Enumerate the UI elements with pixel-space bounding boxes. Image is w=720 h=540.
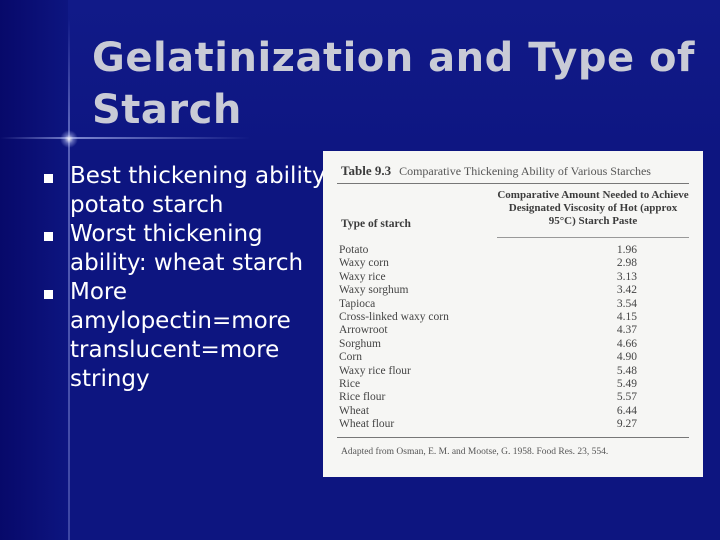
table-source-note: Adapted from Osman, E. M. and Mootse, G.… <box>341 447 609 457</box>
starch-name: Potato <box>339 244 369 256</box>
starch-name: Wheat flour <box>339 418 395 431</box>
table-rule-header <box>497 237 689 238</box>
table-title: Comparative Thickening Ability of Variou… <box>399 164 651 178</box>
starch-name: Wheat <box>339 404 370 417</box>
starch-name: Corn <box>339 351 362 364</box>
table-row: Waxy sorghum 3.42 <box>339 284 689 297</box>
table-row: Waxy rice flour 5.48 <box>339 365 689 378</box>
starch-name: Waxy sorghum <box>339 284 409 297</box>
starch-name: Waxy corn <box>339 257 389 270</box>
background-top <box>0 0 720 150</box>
table-body: Potato 1.96 Waxy corn 2.98 Waxy rice 3.13 W… <box>339 244 689 431</box>
starch-value: 5.48 <box>616 364 637 377</box>
bullet-text: More amylopectin=more translucent=more s… <box>70 279 291 392</box>
starch-value: 5.49 <box>616 377 637 390</box>
starch-value: 2.98 <box>616 257 637 270</box>
bullet-item: More amylopectin=more translucent=more s… <box>44 278 334 394</box>
table-row: Tapioca 3.54 <box>339 298 689 311</box>
bullet-list: Best thickening ability: potato starch W… <box>44 162 334 394</box>
starch-name: Rice <box>339 377 361 390</box>
starch-name: Waxy rice <box>339 270 386 283</box>
bullet-item: Best thickening ability: potato starch <box>44 162 334 220</box>
table-row: Wheat 6.44 <box>339 405 689 418</box>
bullet-text: Best thickening ability: potato starch <box>70 163 332 218</box>
table-row: Sorghum 4.66 <box>339 338 689 351</box>
starch-value: 3.54 <box>616 297 637 310</box>
square-bullet-icon <box>44 290 53 299</box>
column-header-amount: Comparative Amount Needed to Achieve Des… <box>497 189 689 227</box>
starch-value: 4.15 <box>616 310 637 323</box>
table-row: Waxy corn 2.98 <box>339 257 689 270</box>
square-bullet-icon <box>44 232 53 241</box>
starch-table-image: Table 9.3 Comparative Thickening Ability … <box>323 151 703 477</box>
decorative-vertical-line <box>68 18 70 540</box>
table-rule-bottom <box>337 437 689 438</box>
background-left-band <box>0 0 68 540</box>
table-row: Rice flour 5.57 <box>339 391 689 404</box>
square-bullet-icon <box>44 174 53 183</box>
starch-name: Rice flour <box>339 391 386 404</box>
starch-value: 4.37 <box>616 324 637 337</box>
starch-value: 9.27 <box>616 418 637 431</box>
table-row: Arrowroot 4.37 <box>339 324 689 337</box>
table-caption: Table 9.3 Comparative Thickening Ability … <box>341 163 691 179</box>
starch-value: 5.57 <box>616 391 637 404</box>
starch-name: Arrowroot <box>339 324 388 337</box>
starch-value: 4.90 <box>616 351 637 364</box>
starch-value: 3.42 <box>616 284 637 297</box>
decorative-horizontal-line <box>0 137 250 139</box>
starch-value: 6.44 <box>616 404 637 417</box>
sparkle-icon <box>60 130 78 148</box>
starch-value: 1.96 <box>616 244 637 256</box>
starch-name: Waxy rice flour <box>339 364 411 377</box>
starch-value: 3.13 <box>616 270 637 283</box>
table-row: Potato 1.96 <box>339 244 689 257</box>
bullet-item: Worst thickening ability: wheat starch <box>44 220 334 278</box>
table-row: Wheat flour 9.27 <box>339 418 689 431</box>
table-row: Rice 5.49 <box>339 378 689 391</box>
starch-name: Tapioca <box>339 297 376 310</box>
slide-title: Gelatinization and Type of Starch <box>92 35 695 133</box>
bullet-text: Worst thickening ability: wheat starch <box>70 221 304 276</box>
table-number: Table 9.3 <box>341 163 392 178</box>
table-row: Waxy rice 3.13 <box>339 271 689 284</box>
table-row: Cross-linked waxy corn 4.15 <box>339 311 689 324</box>
table-row: Corn 4.90 <box>339 351 689 364</box>
table-rule-top <box>337 183 689 184</box>
starch-value: 4.66 <box>616 337 637 350</box>
starch-name: Sorghum <box>339 337 381 350</box>
column-header-type: Type of starch <box>341 218 411 230</box>
starch-name: Cross-linked waxy corn <box>339 310 449 323</box>
